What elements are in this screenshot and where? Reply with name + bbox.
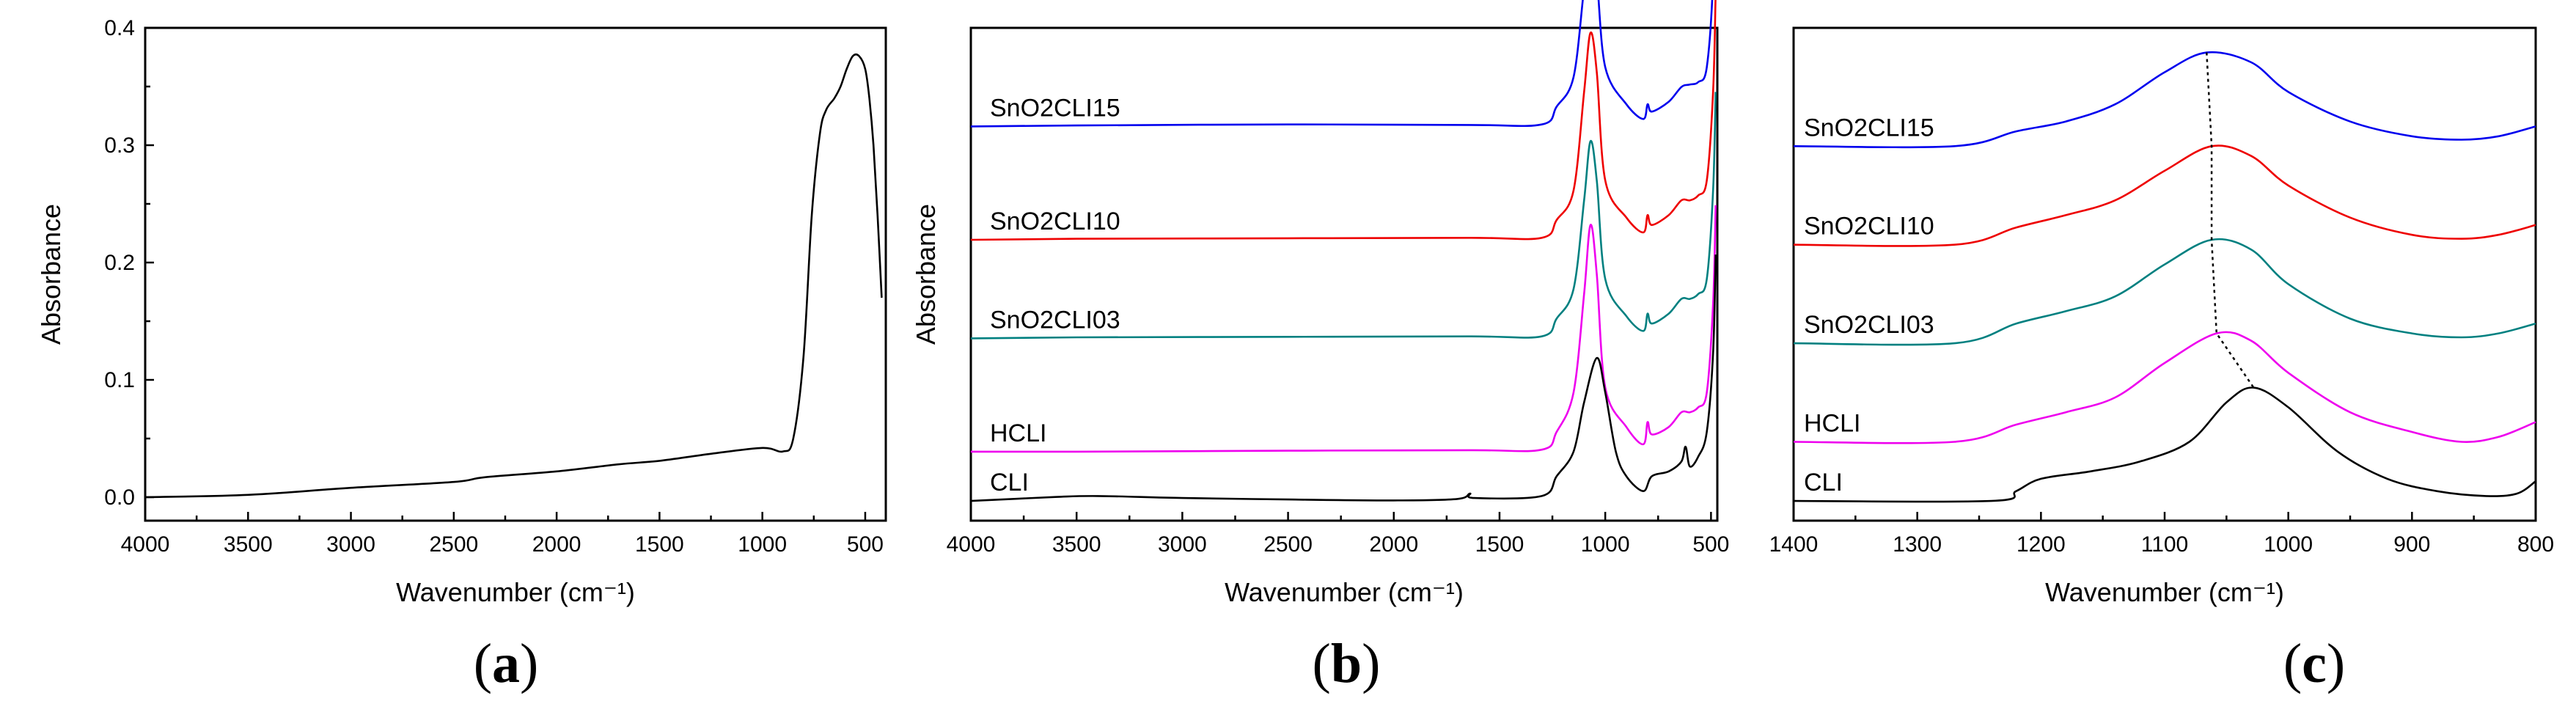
x-tick-label: 1200 [2017,532,2066,557]
x-tick-label: 3000 [326,532,375,557]
series-label-sno2cli10: SnO2CLI10 [990,208,1120,235]
panel-c-x-axis-title: Wavenumber (cm⁻¹) [2045,577,2284,607]
panel-a-curves [144,53,883,499]
series-label-sno2cli03: SnO2CLI03 [1804,311,1934,339]
panel-b-x-axis-title: Wavenumber (cm⁻¹) [1225,577,1464,607]
x-tick-label: 1500 [635,532,684,557]
series-line-hcli [1793,331,2536,444]
x-tick-label: 2000 [1369,532,1418,557]
panel-c-label-letter: c [2302,633,2327,694]
x-tick-label: 1000 [1581,532,1630,557]
x-tick-label: 1400 [1769,532,1819,557]
y-tick-label: 0.0 [104,485,135,510]
series-line-sno2cli10 [1793,144,2536,247]
panel-a-y-axis-title: Absorbance [36,204,66,345]
series-line-sno2cli10 [970,0,1717,241]
series-line-sno2cli15 [970,0,1714,128]
panel-c: 1400 1300 1200 1100 1000 900 800 SnO2CLI15SnO2… [1769,26,2554,694]
series-label-hcli: HCLI [990,419,1046,447]
x-tick-label: 800 [2517,532,2554,557]
panel-c-peak-shift-guide [2206,52,2255,389]
panel-b-curves [970,0,1717,502]
panel-a-x-axis-title: Wavenumber (cm⁻¹) [396,577,635,607]
x-tick-label: 3000 [1158,532,1207,557]
x-tick-label: 500 [847,532,884,557]
x-tick-label: 500 [1692,532,1729,557]
series-label-sno2cli03: SnO2CLI03 [990,306,1120,334]
panel-b-frame [969,26,1719,522]
series-label-cli: CLI [990,469,1029,496]
x-tick-label: 1300 [1893,532,1942,557]
series-label-sno2cli10: SnO2CLI10 [1804,213,1934,241]
y-tick-label: 0.1 [104,368,135,392]
x-tick-label: 2500 [429,532,478,557]
panel-a-label-letter: a [492,633,520,694]
x-tick-label: 1000 [738,532,787,557]
x-tick-label: 3500 [224,532,273,557]
panel-c-series-labels: SnO2CLI15 SnO2CLI10 SnO2CLI03 HCLI CLI [1804,114,1934,496]
panel-b-y-axis-title: Absorbance [911,204,941,345]
panel-c-curves [1793,51,2536,503]
series-label-sno2cli15: SnO2CLI15 [990,94,1120,122]
x-tick-label: 1100 [2141,532,2189,557]
series-line-hcli [970,205,1717,453]
panel-b-label-letter: b [1331,633,1362,694]
series-label-sno2cli15: SnO2CLI15 [1804,114,1934,142]
series-line-cli [144,53,883,499]
x-tick-label: 2000 [532,532,581,557]
x-tick-label: 2500 [1263,532,1313,557]
x-tick-label: 3500 [1052,532,1101,557]
panel-a-frame [144,26,887,522]
y-tick-label: 0.4 [104,16,135,40]
panel-c-frame [1792,26,2537,522]
series-line-sno2cli03 [1793,238,2536,346]
panel-b-label: (b) [1313,633,1381,694]
x-tick-label: 900 [2393,532,2430,557]
x-tick-label: 4000 [121,532,170,557]
panel-b-x-ticks: 4000 3500 3000 2500 2000 1500 1000 500 [947,512,1729,557]
series-line-cli [970,254,1717,502]
x-tick-label: 1500 [1475,532,1524,557]
panel-b: 4000 3500 3000 2500 2000 1500 1000 500 SnO2CLI1… [911,0,1729,694]
series-line-sno2cli03 [970,92,1717,340]
y-tick-label: 0.2 [104,251,135,275]
panel-a-x-ticks: 4000 3500 3000 2500 2000 1500 1000 500 [121,512,884,557]
panel-c-x-ticks: 1400 1300 1200 1100 1000 900 800 [1769,512,2554,557]
panel-a-label: (a) [474,633,539,694]
panel-a: 4000 3500 3000 2500 2000 1500 1000 500 0.00.10.… [36,16,887,694]
panel-c-label: (c) [2283,633,2345,694]
panel-b-series-labels: SnO2CLI15 SnO2CLI10 SnO2CLI03 HCLI CLI [990,94,1120,496]
series-label-hcli: HCLI [1804,409,1860,437]
x-tick-label: 4000 [947,532,996,557]
y-tick-label: 0.3 [104,133,135,158]
series-label-cli: CLI [1804,469,1843,496]
series-line-sno2cli15 [1793,51,2536,149]
panel-a-y-ticks: 0.0 0.1 0.2 0.3 0.4 [104,16,154,510]
x-tick-label: 1000 [2264,532,2313,557]
series-line-cli [1793,386,2536,503]
